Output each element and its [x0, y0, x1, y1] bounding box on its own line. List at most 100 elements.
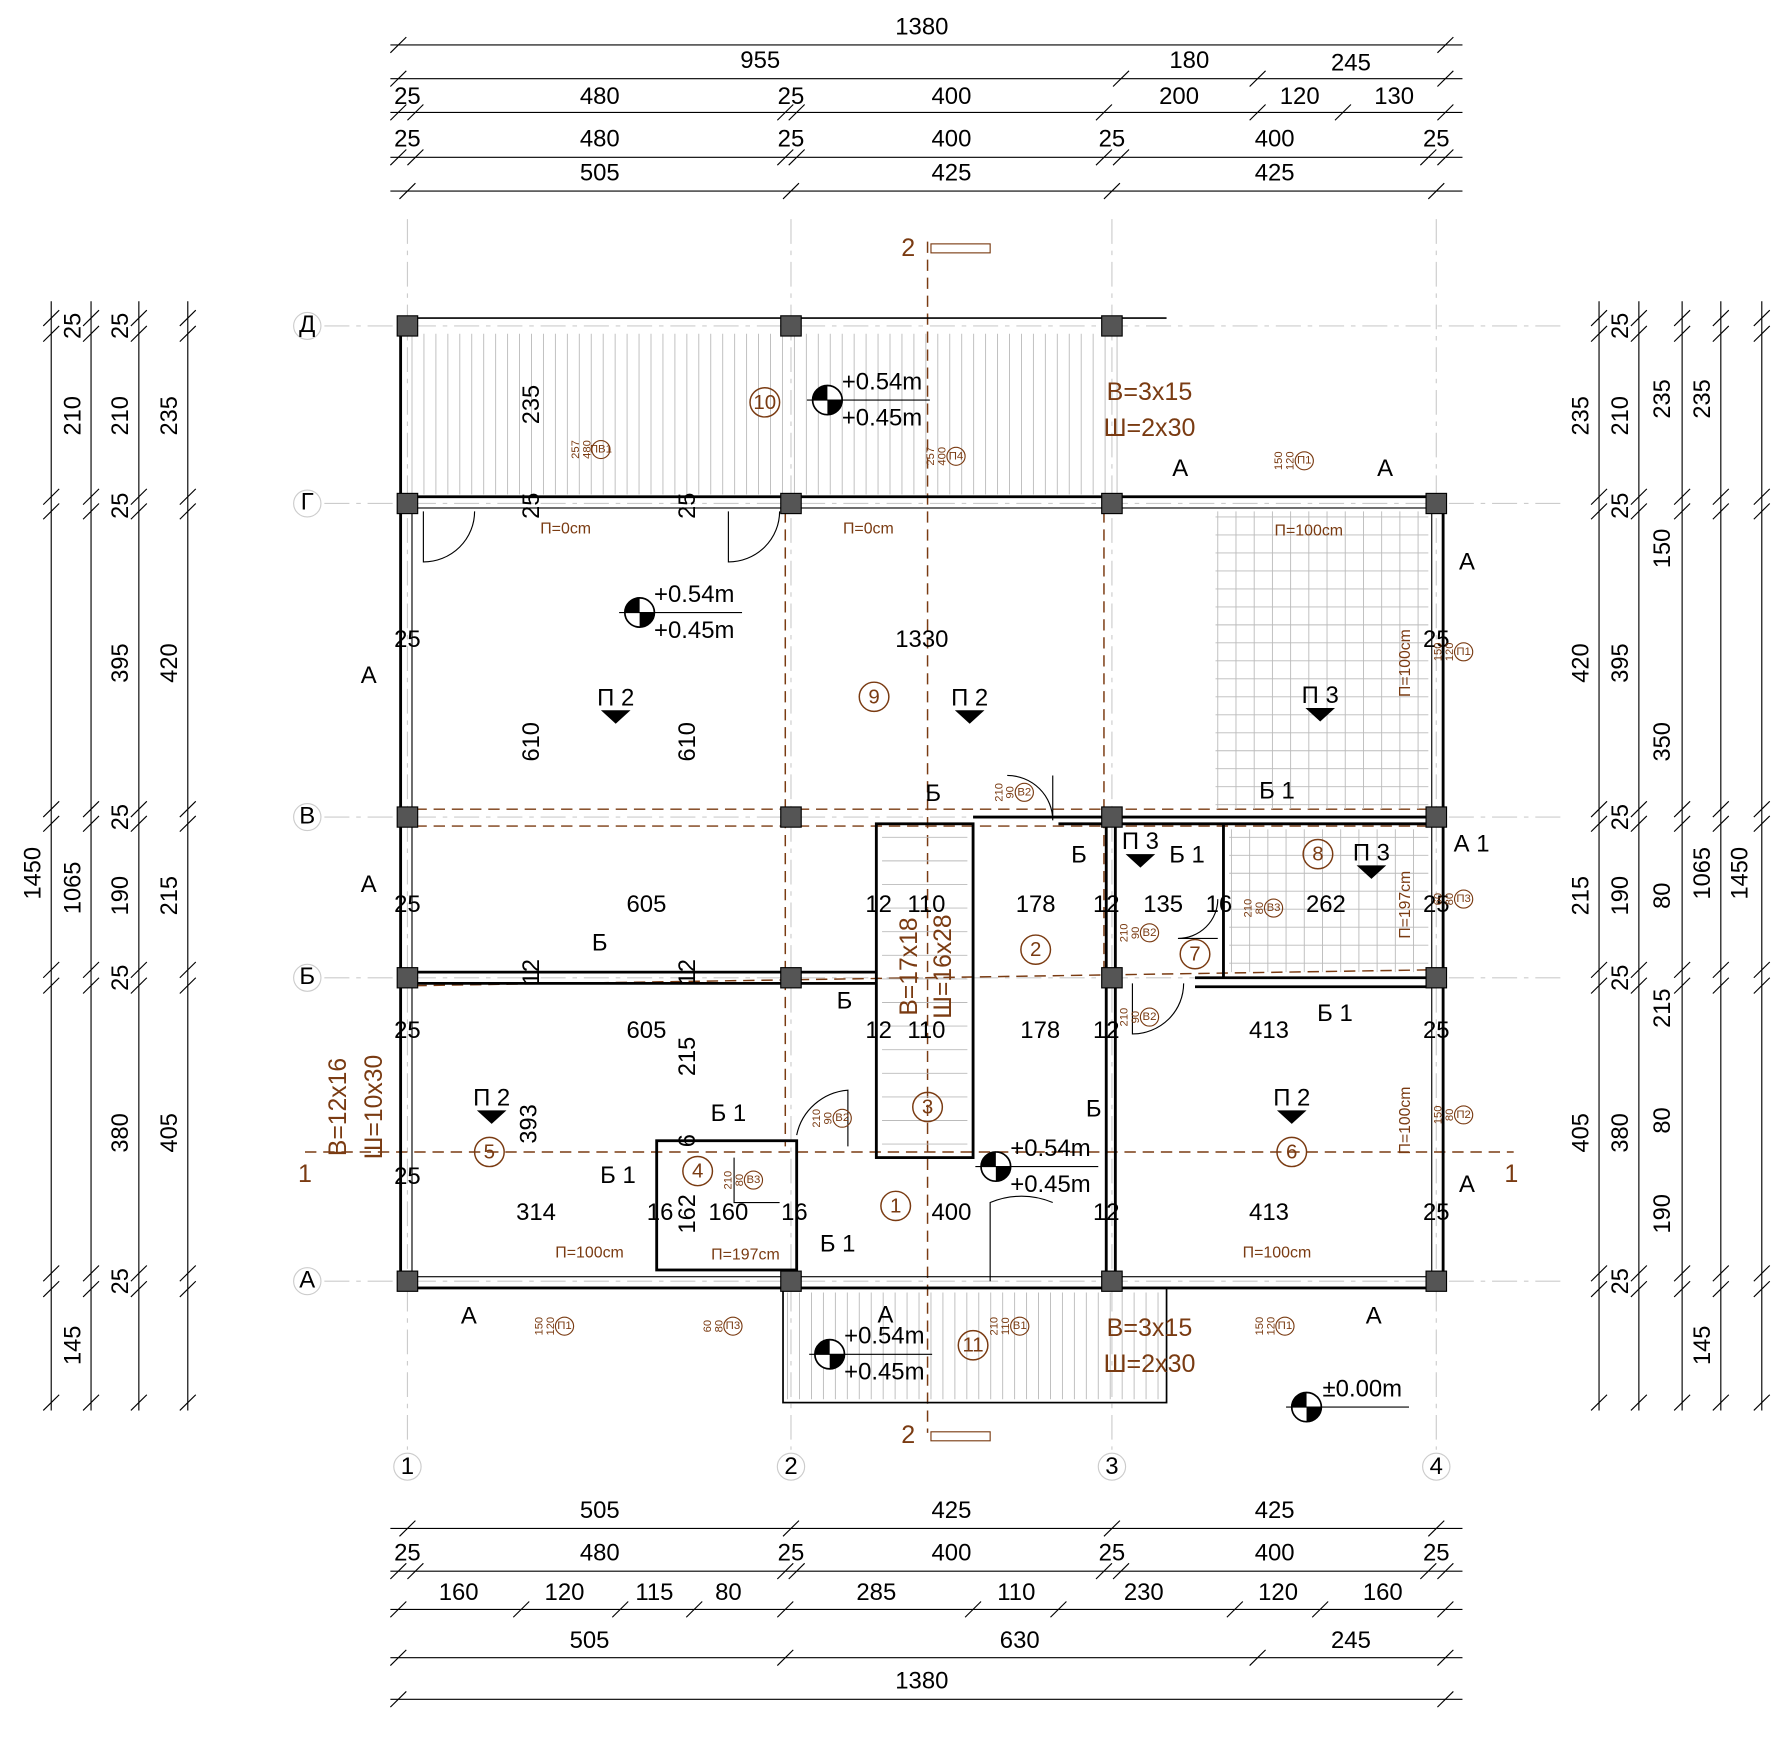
dimension-tick [1590, 503, 1608, 520]
column [396, 806, 419, 828]
dimension-label: 605 [627, 1017, 667, 1044]
column [1101, 492, 1123, 515]
wall-type: Б [925, 780, 941, 807]
dimension-label: 425 [932, 160, 972, 187]
floor-marker [1276, 1110, 1307, 1124]
wall-type: Б 1 [1317, 1000, 1353, 1027]
dimension-tick [82, 325, 100, 343]
tag-circle [1453, 642, 1474, 662]
column [1101, 967, 1123, 989]
dimension-label: 215 [1649, 988, 1676, 1027]
dimension-label: 12 [518, 959, 545, 985]
room-marker [1302, 838, 1334, 870]
level-mark-fill [624, 597, 655, 628]
dimension-tick [1630, 1394, 1648, 1411]
room-number: 8 [1312, 844, 1323, 866]
stair-note: В=12x16 [324, 1058, 352, 1156]
dimension-tick [1673, 1265, 1691, 1282]
dimension-label: 25 [1423, 626, 1450, 653]
tag-code: В2 [835, 1112, 849, 1124]
dimension-label: 25 [1099, 1540, 1126, 1567]
axis-number: 4 [1430, 1453, 1443, 1480]
dimension-tick [82, 488, 100, 506]
dimension-label: 1380 [895, 1668, 948, 1695]
sill-height: П=197cm [711, 1247, 780, 1264]
tag-code: П3 [726, 1320, 740, 1332]
tag-height: 60 [702, 1320, 714, 1332]
dimension-label: 400 [1255, 126, 1295, 153]
room-marker [473, 1136, 505, 1168]
tag-width: 80 [734, 1174, 746, 1186]
dimension-tick [1630, 1280, 1648, 1298]
tag-width: 80 [1444, 1109, 1456, 1121]
tag-circle [743, 1170, 764, 1190]
dimension-tick [1249, 104, 1266, 121]
column [396, 492, 419, 515]
dimension-label: 25 [394, 1163, 421, 1190]
dimension-label: 25 [394, 891, 421, 918]
dimension-tick [42, 800, 60, 818]
dimension-label: 12 [1093, 1199, 1120, 1226]
room-number: 3 [922, 1097, 933, 1119]
dimension-tick [788, 104, 806, 121]
dimension-label: 610 [674, 722, 701, 761]
dimension-label: 200 [1159, 83, 1199, 110]
dimension-label: 235 [518, 385, 545, 424]
dimension-tick [1590, 800, 1608, 818]
dimension-label: 25 [1607, 493, 1634, 519]
axis-number: 3 [1105, 1453, 1118, 1480]
dimension-label: 25 [394, 626, 421, 653]
dimension-lines [42, 36, 1771, 1708]
dimension-tick [82, 1265, 100, 1282]
axis-bubble [293, 1267, 322, 1296]
walls [399, 317, 1445, 1404]
dimension-tick [1050, 1601, 1067, 1618]
wall-type: А [1377, 455, 1393, 482]
tag-width: 120 [1285, 451, 1297, 470]
dimension-tick [1311, 1601, 1329, 1618]
dimension-tick [611, 1601, 629, 1618]
wall-type: А [1366, 1303, 1382, 1330]
dimension-tick [42, 503, 60, 520]
dimension-tick [1753, 488, 1771, 506]
tag-width: 80 [1444, 893, 1456, 905]
tag-width: 90 [1130, 1011, 1142, 1023]
dimension-tick [1753, 815, 1771, 833]
floor-marker [1125, 854, 1156, 868]
dimension-label: 400 [1255, 1540, 1295, 1567]
tag-height: 150 [1254, 1317, 1266, 1336]
door-swings [422, 511, 1219, 1282]
floor-marker [476, 1110, 507, 1124]
tag-height: 150 [533, 1317, 545, 1336]
tag-circle [832, 1108, 852, 1128]
dimension-tick [1712, 1394, 1730, 1411]
tag-circle [1275, 1316, 1295, 1336]
dimension-label: 25 [674, 493, 701, 519]
dimension-label: 115 [635, 1579, 673, 1606]
dimension-tick [407, 104, 424, 121]
dimension-tick [776, 149, 794, 166]
dimension-tick [1112, 149, 1130, 166]
stair-note: В=3x15 [1107, 1314, 1193, 1342]
dimension-tick [1630, 977, 1648, 994]
dimension-tick [1112, 70, 1130, 87]
dimension-label: 235 [156, 396, 183, 435]
dimension-tick [1437, 70, 1454, 87]
dimension-tick [1753, 1265, 1771, 1282]
dimension-label: 405 [156, 1113, 183, 1152]
tag-width: 480 [581, 440, 593, 459]
dimension-tick [179, 309, 197, 327]
tag-code: В1 [1013, 1320, 1027, 1332]
dimension-tick [1630, 961, 1648, 979]
dimension-tick [389, 70, 407, 87]
dimension-tick [389, 1601, 407, 1618]
level-label: +0.45m [654, 617, 734, 644]
dimension-label: 1450 [1726, 847, 1753, 900]
tag-code: П2 [1456, 1109, 1470, 1121]
dimension-tick [1673, 1394, 1691, 1411]
dimension-tick [1712, 800, 1730, 818]
dimension-label: 245 [1331, 49, 1371, 76]
room-number: 6 [1286, 1142, 1297, 1164]
dimension-label: 262 [1306, 891, 1346, 918]
